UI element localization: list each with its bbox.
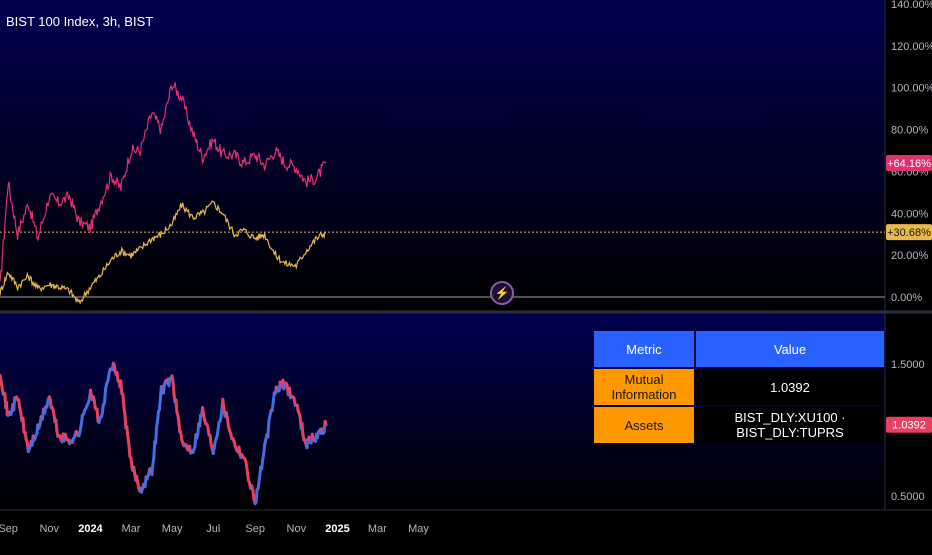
last-value-badge-label: +64.16% bbox=[887, 158, 931, 170]
last-value-badge-label: 1.0392 bbox=[892, 420, 926, 432]
mi-line-segment bbox=[23, 418, 24, 432]
y-tick-label: 120.00% bbox=[891, 41, 932, 53]
x-tick-label: Sep bbox=[0, 523, 18, 535]
y-tick-label: 0.00% bbox=[891, 292, 922, 304]
table-row: Mutual Information 1.0392 bbox=[594, 369, 884, 405]
table-row: Assets BIST_DLY:XU100 · BIST_DLY:TUPRS bbox=[594, 407, 884, 443]
y-tick-label: 1.5000 bbox=[891, 359, 925, 371]
x-tick-label: 2025 bbox=[325, 523, 349, 535]
chart-title: BIST 100 Index, 3h, BIST bbox=[6, 14, 153, 29]
mi-line-segment bbox=[160, 387, 161, 399]
mi-line-segment bbox=[176, 400, 177, 412]
mi-line-segment bbox=[325, 421, 326, 424]
y-tick-label: 140.00% bbox=[891, 0, 932, 11]
x-tick-label: Mar bbox=[121, 523, 140, 535]
x-tick-label: Sep bbox=[245, 523, 265, 535]
mi-line-segment bbox=[302, 423, 303, 434]
x-tick-label: Nov bbox=[287, 523, 307, 535]
y-tick-label: 20.00% bbox=[891, 250, 929, 262]
y-tick-label: 80.00% bbox=[891, 125, 929, 137]
mi-line-segment bbox=[256, 490, 257, 503]
mi-line-segment bbox=[200, 416, 201, 427]
lightning-bolt-icon[interactable]: ⚡ bbox=[490, 281, 514, 305]
table-header-metric: Metric bbox=[594, 331, 694, 367]
table-row-value: BIST_DLY:XU100 · BIST_DLY:TUPRS bbox=[696, 407, 884, 443]
mi-line-segment bbox=[127, 427, 128, 437]
mi-line-segment bbox=[173, 383, 174, 394]
mutual-information-table: Metric Value Mutual Information 1.0392 A… bbox=[592, 329, 886, 445]
table-row-key: Mutual Information bbox=[594, 369, 694, 405]
mi-line-segment bbox=[105, 389, 106, 403]
mi-line-segment bbox=[268, 421, 269, 437]
mi-line-segment bbox=[123, 395, 124, 407]
mi-line-segment bbox=[7, 402, 8, 414]
table-row-value: 1.0392 bbox=[696, 369, 884, 405]
mi-line-segment bbox=[97, 409, 98, 421]
x-tick-label: Nov bbox=[39, 523, 59, 535]
y-tick-label: 100.00% bbox=[891, 83, 932, 95]
mi-line-segment bbox=[156, 427, 157, 443]
mi-line-segment bbox=[247, 469, 248, 479]
x-tick-label: Jul bbox=[206, 523, 220, 535]
top-pane-background bbox=[0, 0, 885, 310]
mi-line-segment bbox=[179, 420, 180, 432]
x-tick-label: May bbox=[162, 523, 183, 535]
x-tick-label: May bbox=[408, 523, 429, 535]
x-tick-label: Mar bbox=[368, 523, 387, 535]
table-header-value: Value bbox=[696, 331, 884, 367]
mi-line-segment bbox=[56, 420, 57, 430]
table-header-row: Metric Value bbox=[594, 331, 884, 367]
mi-line-segment bbox=[154, 442, 155, 458]
last-value-badge-label: +30.68% bbox=[887, 227, 931, 239]
mi-line-segment bbox=[159, 399, 160, 410]
x-tick-label: 2024 bbox=[78, 523, 103, 535]
table-row-key: Assets bbox=[594, 407, 694, 443]
mi-line-segment bbox=[129, 445, 130, 457]
y-tick-label: 40.00% bbox=[891, 208, 929, 220]
y-tick-label: 0.5000 bbox=[891, 491, 925, 503]
mi-line-segment bbox=[121, 381, 122, 393]
